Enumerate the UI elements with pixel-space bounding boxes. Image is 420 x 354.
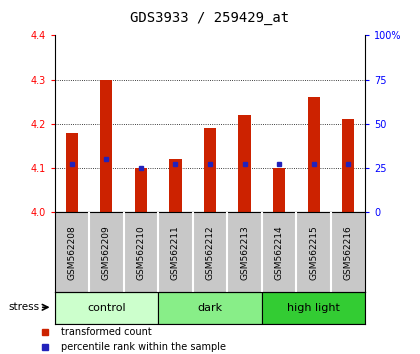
Text: GSM562215: GSM562215 bbox=[309, 225, 318, 280]
Bar bbox=[135, 168, 147, 212]
Bar bbox=[100, 80, 113, 212]
Text: GSM562213: GSM562213 bbox=[240, 225, 249, 280]
Text: GSM562212: GSM562212 bbox=[205, 225, 215, 280]
Text: stress: stress bbox=[8, 302, 39, 312]
Bar bbox=[204, 128, 216, 212]
Text: transformed count: transformed count bbox=[60, 327, 151, 337]
Bar bbox=[342, 120, 354, 212]
Text: GSM562209: GSM562209 bbox=[102, 225, 111, 280]
Text: GSM562210: GSM562210 bbox=[136, 225, 145, 280]
Bar bbox=[169, 159, 181, 212]
Text: GDS3933 / 259429_at: GDS3933 / 259429_at bbox=[131, 11, 289, 25]
Text: GSM562214: GSM562214 bbox=[275, 225, 284, 280]
Bar bbox=[273, 168, 285, 212]
Bar bbox=[262, 292, 365, 324]
Text: percentile rank within the sample: percentile rank within the sample bbox=[60, 342, 226, 352]
Bar bbox=[307, 97, 320, 212]
Text: GSM562208: GSM562208 bbox=[67, 225, 76, 280]
Text: dark: dark bbox=[197, 303, 223, 313]
Text: high light: high light bbox=[287, 303, 340, 313]
Bar bbox=[55, 292, 158, 324]
Text: control: control bbox=[87, 303, 126, 313]
Bar bbox=[66, 133, 78, 212]
Bar bbox=[158, 292, 262, 324]
Text: GSM562211: GSM562211 bbox=[171, 225, 180, 280]
Bar bbox=[239, 115, 251, 212]
Text: GSM562216: GSM562216 bbox=[344, 225, 353, 280]
